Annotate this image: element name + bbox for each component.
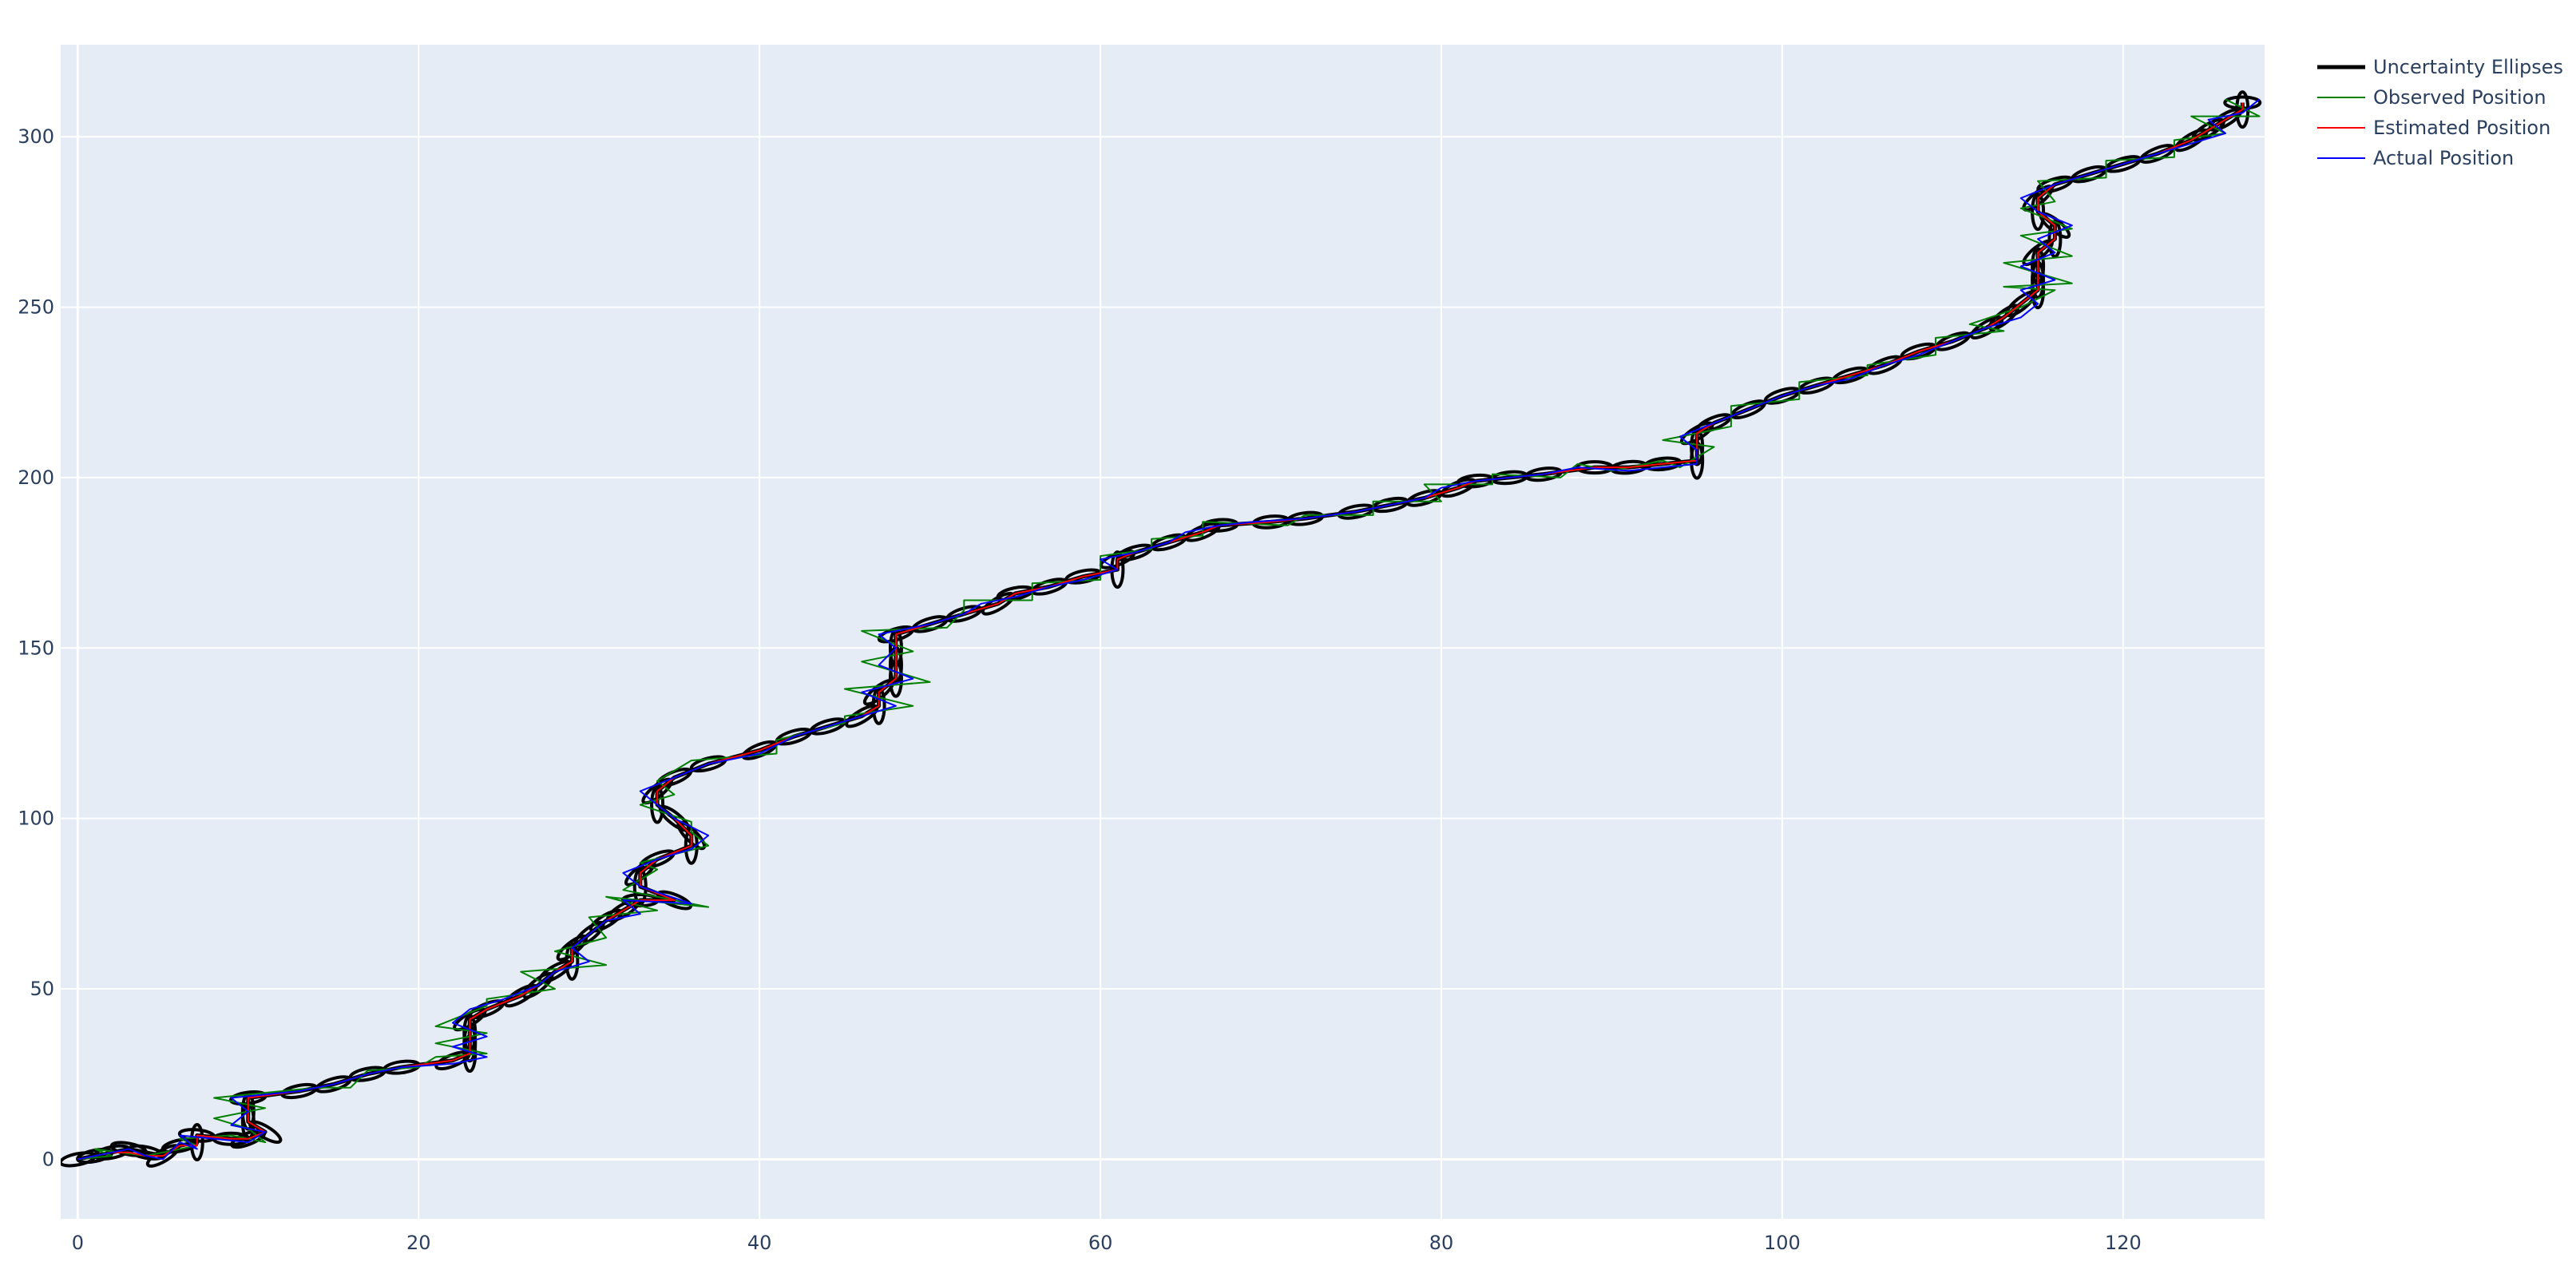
x-axis: 0 20 40 60 80 100 120 — [72, 1232, 2142, 1254]
legend[interactable]: Uncertainty Ellipses Observed Position Est… — [2317, 56, 2563, 169]
legend-item-estimated-position[interactable]: Estimated Position — [2317, 117, 2550, 139]
y-tick-label: 250 — [18, 296, 54, 319]
legend-item-actual-position[interactable]: Actual Position — [2317, 147, 2514, 169]
legend-label: Observed Position — [2373, 86, 2546, 109]
y-tick-label: 50 — [30, 978, 54, 1000]
legend-label: Estimated Position — [2373, 117, 2550, 139]
x-tick-label: 20 — [406, 1232, 431, 1254]
series-layer — [61, 90, 2262, 1168]
uncertainty-ellipse — [632, 867, 648, 906]
x-tick-label: 40 — [747, 1232, 772, 1254]
x-tick-label: 0 — [72, 1232, 84, 1254]
plot-area — [61, 45, 2265, 1219]
x-tick-label: 100 — [1764, 1232, 1801, 1254]
legend-label: Uncertainty Ellipses — [2373, 56, 2563, 78]
x-tick-label: 60 — [1088, 1232, 1113, 1254]
y-axis: 0 50 100 150 200 250 300 — [18, 125, 54, 1170]
grid-lines — [61, 45, 2265, 1219]
actual-position-line — [77, 98, 2261, 1161]
y-tick-label: 300 — [18, 125, 54, 148]
legend-item-uncertainty-ellipses[interactable]: Uncertainty Ellipses — [2317, 56, 2563, 78]
x-tick-label: 80 — [1429, 1232, 1454, 1254]
y-tick-label: 100 — [18, 808, 54, 830]
legend-item-observed-position[interactable]: Observed Position — [2317, 86, 2546, 109]
uncertainty-ellipse — [650, 785, 665, 824]
y-tick-label: 200 — [18, 466, 54, 489]
y-tick-label: 150 — [18, 637, 54, 659]
observed-position-line — [77, 98, 2261, 1161]
uncertainty-ellipse — [565, 942, 580, 981]
legend-label: Actual Position — [2373, 147, 2514, 169]
x-tick-label: 120 — [2105, 1232, 2142, 1254]
uncertainty-ellipse — [2031, 192, 2046, 232]
y-tick-label: 0 — [42, 1148, 54, 1170]
